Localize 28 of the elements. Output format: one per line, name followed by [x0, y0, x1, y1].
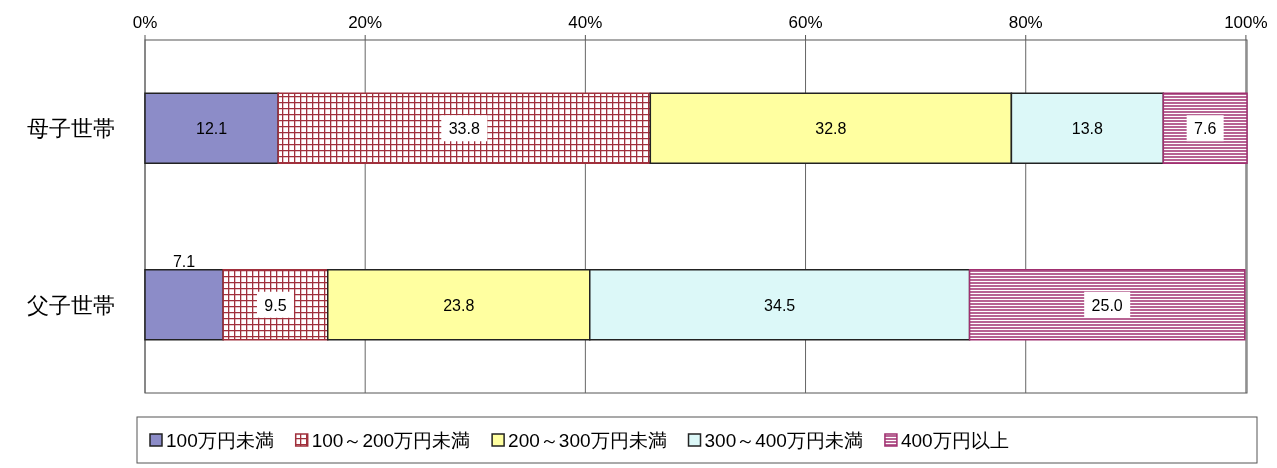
x-tick-label: 0%: [132, 13, 158, 32]
bar: [144, 92, 279, 164]
data-label: 32.8: [815, 120, 847, 138]
y-tick-label: 父子世帯: [27, 292, 115, 318]
data-label: 7.1: [172, 252, 196, 270]
data-label: 7.6: [1194, 120, 1217, 138]
bar: [222, 269, 329, 341]
data-label: 13.8: [1071, 120, 1104, 138]
data-label: 33.8: [448, 120, 480, 138]
data-label: 23.8: [443, 296, 475, 314]
data-label: 25.0: [1091, 296, 1123, 314]
data-label: 9.5: [264, 296, 287, 314]
legend-label: 300～400万円未満: [704, 430, 863, 451]
x-tick-label: 20%: [348, 13, 383, 32]
legend-label: 100万円未満: [166, 430, 274, 451]
x-tick-label: 60%: [788, 13, 823, 32]
data-label: 12.1: [196, 120, 228, 138]
bar: [968, 269, 1246, 341]
legend-label: 400万円以上: [900, 430, 1009, 451]
x-tick-label: 100%: [1224, 13, 1268, 32]
bar: [277, 92, 652, 164]
legend-label: 100～200万円未満: [311, 430, 471, 451]
y-tick-label: 母子世帯: [27, 116, 115, 142]
x-tick-label: 80%: [1008, 13, 1043, 32]
legend-label: 200～300万円未満: [508, 430, 667, 451]
bar: [144, 269, 224, 341]
x-tick-label: 40%: [568, 13, 603, 32]
data-label: 34.5: [764, 296, 796, 314]
